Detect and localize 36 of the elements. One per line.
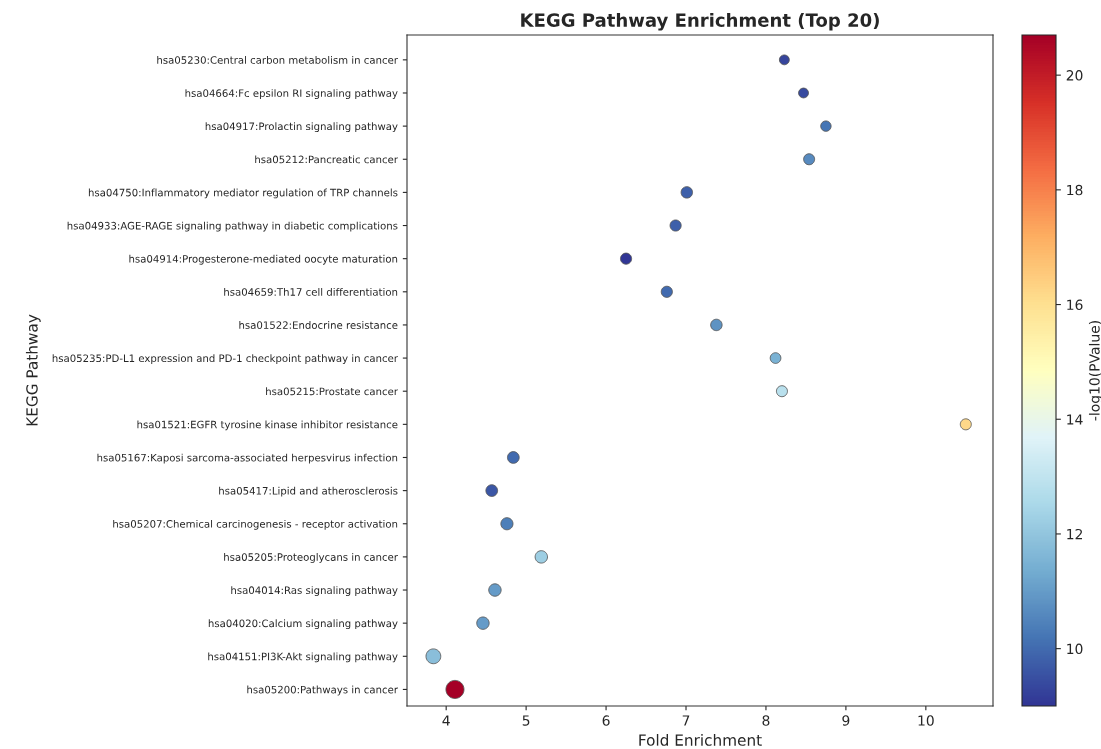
y-tick-label: hsa04659:Th17 cell differentiation: [224, 287, 398, 296]
y-tick-label: hsa04914:Progesterone-mediated oocyte maturation: [129, 254, 398, 265]
y-tick-label: hsa04664:Fc epsilon RI signaling pathway: [185, 89, 398, 99]
y-tick-label: hsa05235:PD-L1 expression and PD-1 checkpoint pathway in cancer: [52, 354, 398, 365]
y-tick-label: hsa05207:Chemical carcinogenesis - receptor activation: [113, 519, 398, 530]
color-bar-label: 14: [1067, 414, 1083, 425]
y-tick-label: hsa05230:Central carbon metabolism in cancer: [157, 56, 398, 64]
y-tick-label: hsa05200:Pathways in cancer: [247, 685, 398, 696]
x-tick-label: 7: [682, 715, 690, 726]
x-tick-label: 4: [442, 715, 450, 726]
x-tick-label: 5: [522, 715, 530, 726]
y-tick-label: hsa05215:Prostate cancer: [266, 387, 398, 396]
x-axis-title: Fold Enrichment: [639, 734, 762, 746]
color-bar-label: 10: [1067, 643, 1083, 655]
y-tick-label: hsa05167:Kaposi sarcoma-associated herpesvirus infection: [97, 453, 398, 464]
x-tick-label: 8: [762, 715, 770, 726]
y-tick-label: hsa05205:Proteoglycans in cancer: [224, 553, 398, 563]
y-tick-label: hsa05417:Lipid and atherosclerosis: [219, 486, 398, 497]
color-bar-label: 18: [1067, 184, 1083, 196]
y-tick-label: hsa04151:PI3K-Akt signaling pathway: [208, 652, 398, 663]
color-bar-label: 16: [1067, 299, 1083, 311]
x-tick-label: 10: [918, 715, 934, 726]
y-tick-label: hsa01521:EGFR tyrosine kinase inhibitor resistance: [137, 420, 398, 431]
y-tick-label: hsa01522:Endocrine resistance: [239, 321, 398, 329]
y-tick-label: hsa04014:Ras signaling pathway: [231, 586, 398, 596]
y-tick-label: hsa04020:Calcium signaling pathway: [208, 619, 398, 630]
y-tick-label: hsa04933:AGE-RAGE signaling pathway in diabetic complications: [67, 221, 398, 232]
x-tick-label: 9: [842, 715, 850, 726]
y-axis-title: KEGG Pathway: [25, 314, 41, 426]
x-tick-label: 6: [602, 715, 610, 726]
y-tick-label: hsa04750:Inflammatory mediator regulation of TRP channels: [88, 188, 398, 199]
y-tick-label: hsa05212:Pancreatic cancer: [255, 155, 398, 164]
y-tick-label: hsa04917:Prolactin signaling pathway: [205, 122, 398, 133]
color-bar-label: 20: [1066, 70, 1083, 81]
chart-title: KEGG Pathway Enrichment (Top 20): [521, 12, 879, 31]
color-bar-label: 12: [1067, 528, 1082, 540]
